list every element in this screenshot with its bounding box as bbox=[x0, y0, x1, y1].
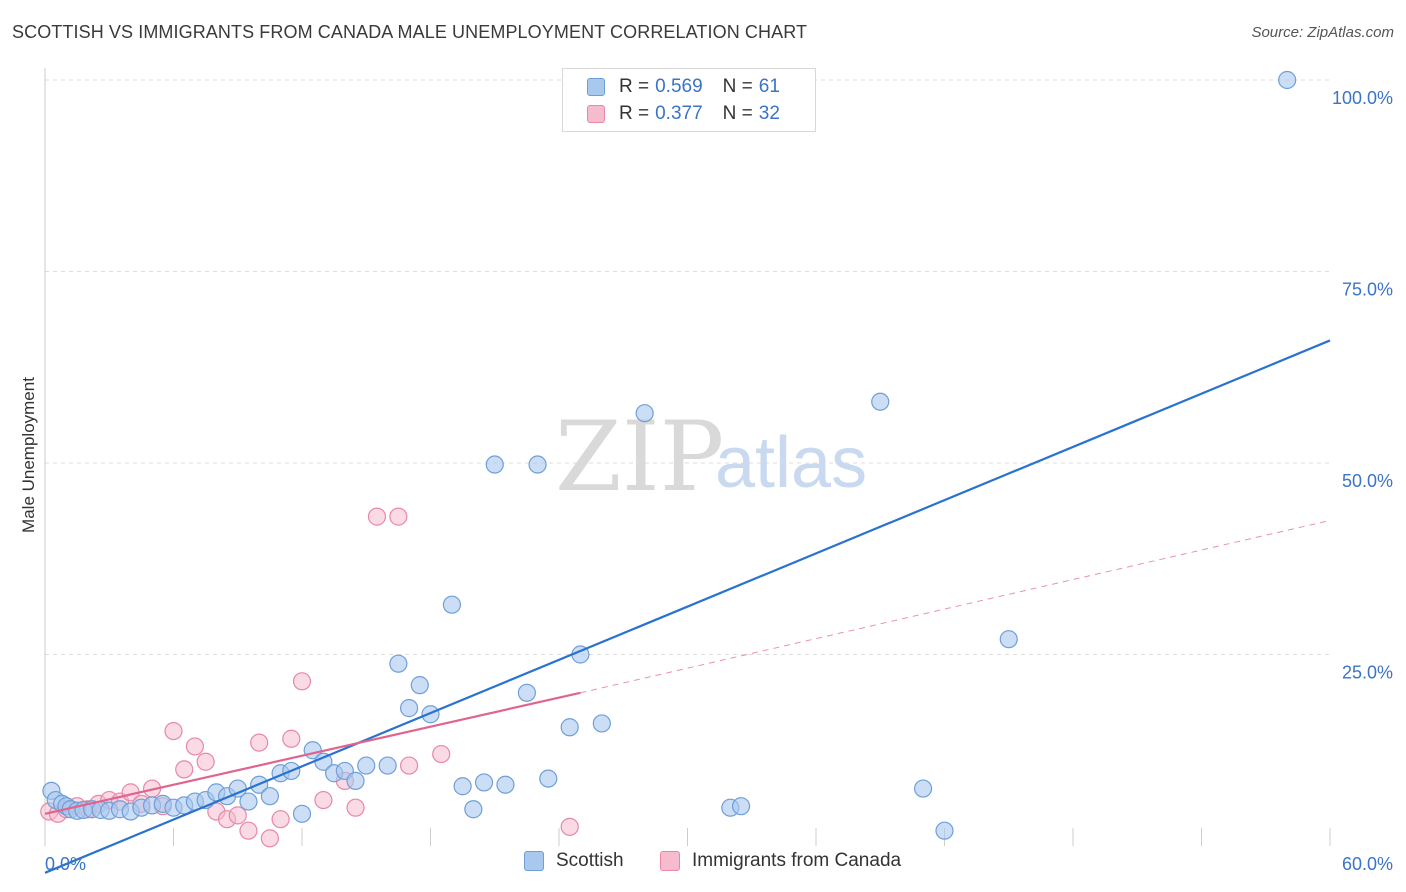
scottish-point bbox=[871, 392, 890, 411]
scottish-point bbox=[389, 654, 408, 673]
legend-r-value: 0.569 bbox=[655, 76, 703, 97]
scottish-point bbox=[517, 683, 536, 702]
legend-item-scottish[interactable]: Scottish bbox=[524, 850, 624, 872]
scottish-point bbox=[346, 771, 365, 790]
legend-r-value: 0.377 bbox=[655, 103, 703, 124]
legend-row-scottish: R = 0.569 N = 61 bbox=[587, 74, 780, 100]
legend-n-value: 32 bbox=[758, 103, 780, 124]
legend-swatch-canada bbox=[660, 851, 680, 871]
canada-point bbox=[292, 672, 312, 691]
canada-point bbox=[399, 756, 419, 775]
scottish-trendline bbox=[44, 339, 1331, 874]
canada-point bbox=[260, 829, 279, 848]
y-tick-label: 75.0% bbox=[1342, 280, 1393, 300]
legend-r-label: R = bbox=[619, 76, 650, 97]
canada-point bbox=[389, 507, 408, 526]
scottish-point bbox=[496, 775, 515, 794]
watermark: ZIP atlas bbox=[555, 401, 867, 513]
scottish-point bbox=[399, 699, 419, 718]
scottish-point bbox=[635, 404, 654, 423]
canada-trendline bbox=[44, 691, 581, 815]
scottish-point bbox=[453, 777, 472, 796]
legend-row-canada: R = 0.377 N = 32 bbox=[587, 101, 780, 127]
legend-swatch-blue bbox=[587, 78, 605, 96]
x-tick-label: 0.0% bbox=[45, 854, 86, 874]
trendlines bbox=[44, 339, 1331, 874]
legend-n-value: 61 bbox=[758, 76, 780, 97]
series-legend: Scottish Immigrants from Canada bbox=[0, 850, 1406, 878]
scottish-point bbox=[913, 779, 933, 798]
watermark-atlas: atlas bbox=[715, 423, 867, 503]
scottish-point bbox=[560, 718, 579, 737]
canada-point bbox=[432, 744, 451, 764]
grid-lines bbox=[45, 79, 1330, 655]
scottish-point bbox=[731, 797, 751, 816]
scottish-point bbox=[410, 676, 429, 695]
scottish-point bbox=[1278, 70, 1297, 90]
canada-point bbox=[185, 737, 205, 756]
y-tick-label: 25.0% bbox=[1342, 663, 1393, 683]
canada-point bbox=[250, 733, 269, 752]
scottish-point bbox=[378, 756, 397, 775]
canada-point bbox=[196, 752, 215, 771]
canada-point bbox=[314, 790, 333, 810]
scottish-point bbox=[485, 455, 504, 474]
canada-point bbox=[282, 729, 301, 748]
legend-r-label: R = bbox=[619, 103, 650, 124]
legend-label-canada: Immigrants from Canada bbox=[692, 850, 902, 871]
scottish-point bbox=[539, 769, 558, 788]
canada-point bbox=[228, 806, 247, 825]
legend-swatch-scottish bbox=[524, 851, 544, 871]
x-tick-label: 60.0% bbox=[1342, 854, 1393, 874]
scottish-point bbox=[357, 756, 376, 775]
axes bbox=[44, 68, 1331, 846]
scottish-point bbox=[292, 804, 312, 823]
legend-swatch-pink bbox=[587, 105, 605, 123]
tick-labels: 25.0% 50.0% 75.0% 100.0% 0.0% 60.0% bbox=[45, 88, 1393, 874]
scottish-point bbox=[464, 800, 483, 819]
canada-trendline-extension bbox=[580, 519, 1331, 694]
correlation-legend: R = 0.569 N = 61 R = 0.377 N = 32 bbox=[562, 68, 816, 132]
scottish-points bbox=[42, 70, 1297, 840]
canada-point bbox=[560, 817, 579, 836]
legend-item-canada[interactable]: Immigrants from Canada bbox=[660, 850, 901, 872]
canada-point bbox=[239, 821, 258, 840]
canada-point bbox=[175, 760, 194, 779]
scottish-point bbox=[239, 792, 258, 811]
canada-point bbox=[271, 810, 290, 829]
y-tick-label: 100.0% bbox=[1332, 88, 1393, 108]
scottish-point bbox=[999, 630, 1018, 649]
y-tick-label: 50.0% bbox=[1342, 471, 1393, 491]
canada-point bbox=[367, 507, 387, 526]
scottish-point bbox=[528, 455, 547, 474]
chart-title: SCOTTISH VS IMMIGRANTS FROM CANADA MALE … bbox=[12, 22, 808, 42]
scottish-point bbox=[260, 787, 279, 806]
canada-point bbox=[346, 798, 365, 817]
legend-n-label: N = bbox=[722, 103, 753, 124]
chart-source: Source: ZipAtlas.com bbox=[1251, 24, 1394, 41]
legend-n-label: N = bbox=[722, 76, 753, 97]
y-axis-label: Male Unemployment bbox=[19, 377, 38, 533]
legend-label-scottish: Scottish bbox=[556, 850, 624, 871]
scottish-point bbox=[935, 821, 954, 840]
scottish-point bbox=[442, 595, 462, 614]
scottish-point bbox=[592, 714, 611, 733]
scottish-point bbox=[474, 773, 494, 792]
canada-point bbox=[164, 721, 183, 741]
